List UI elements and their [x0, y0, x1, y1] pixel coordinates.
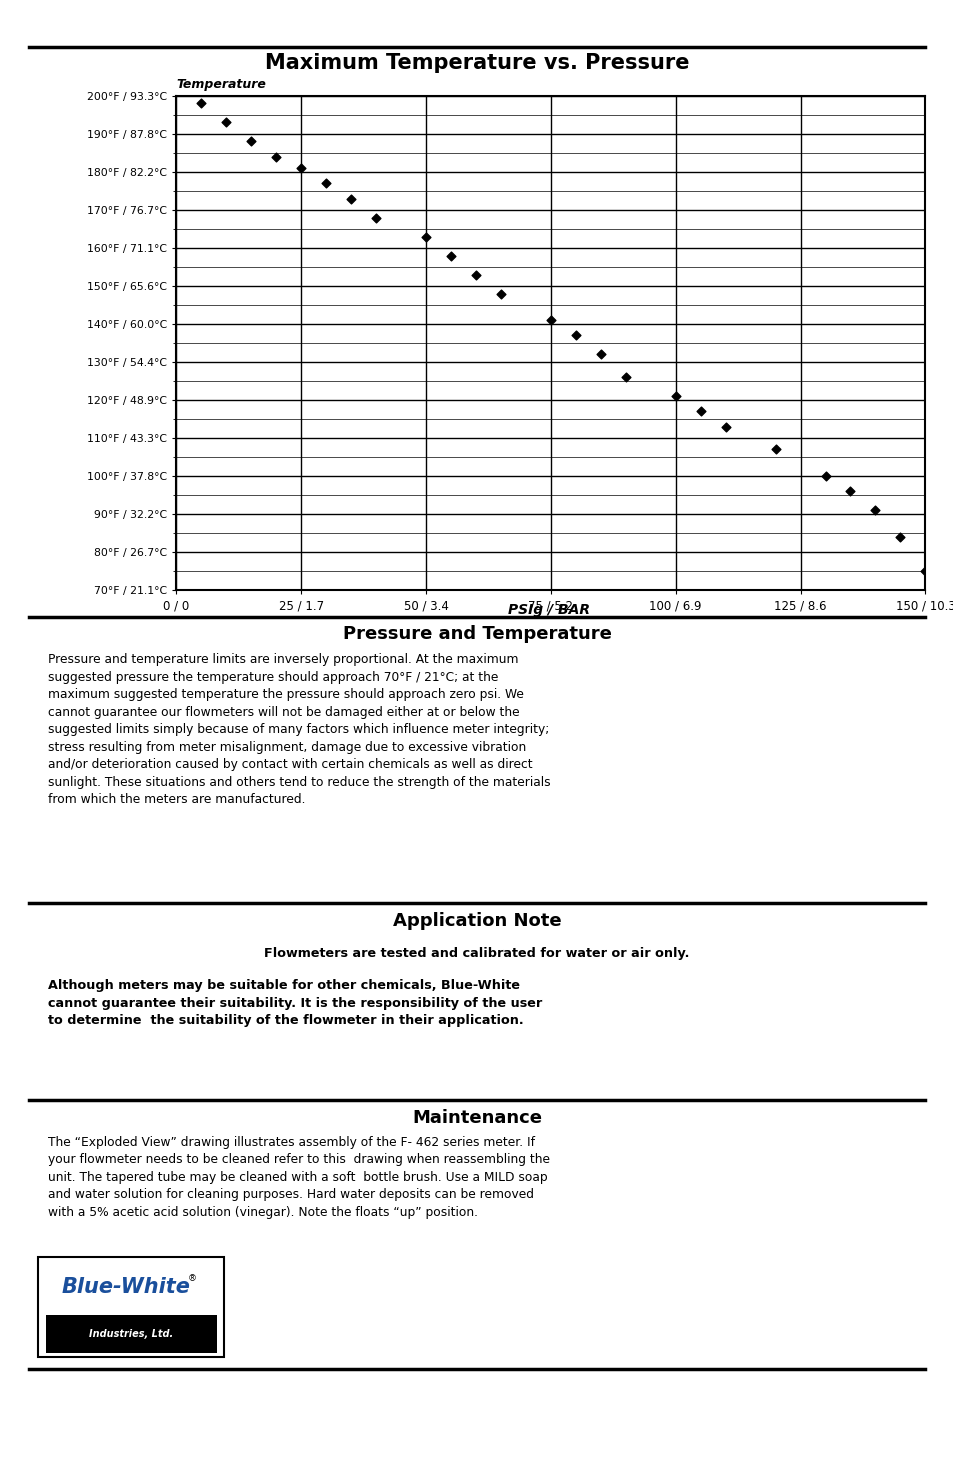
Point	[593, 342, 608, 366]
Point	[294, 156, 309, 180]
Text: Industries, Ltd.: Industries, Ltd.	[89, 1329, 173, 1339]
Point	[718, 414, 733, 438]
Point	[842, 479, 858, 503]
Point	[468, 263, 483, 286]
Point	[318, 171, 334, 195]
Point	[867, 499, 882, 522]
Point	[193, 91, 209, 115]
Bar	[46, 1314, 216, 1353]
Text: ®: ®	[188, 1274, 197, 1283]
Text: Blue-White: Blue-White	[61, 1277, 190, 1297]
Point	[218, 111, 233, 134]
Text: Although meters may be suitable for other chemicals, Blue-White
cannot guarantee: Although meters may be suitable for othe…	[48, 979, 541, 1028]
Point	[443, 243, 458, 267]
Point	[269, 145, 284, 168]
Point	[543, 308, 558, 332]
Text: Flowmeters are tested and calibrated for water or air only.: Flowmeters are tested and calibrated for…	[264, 947, 689, 960]
Point	[368, 205, 383, 229]
Point	[817, 465, 832, 488]
Text: Application Note: Application Note	[393, 912, 560, 929]
Text: The “Exploded View” drawing illustrates assembly of the F- 462 series meter. If
: The “Exploded View” drawing illustrates …	[48, 1136, 549, 1218]
Point	[892, 525, 907, 549]
Point	[418, 224, 434, 248]
Point	[243, 130, 258, 153]
Text: Maximum Temperature vs. Pressure: Maximum Temperature vs. Pressure	[265, 53, 688, 74]
Point	[917, 559, 932, 583]
Point	[692, 400, 707, 423]
Point	[568, 323, 583, 347]
Text: Temperature: Temperature	[176, 78, 266, 90]
Text: Pressure and Temperature: Pressure and Temperature	[342, 625, 611, 643]
Point	[767, 438, 782, 462]
Point	[618, 366, 633, 389]
Point	[343, 187, 358, 211]
Text: Maintenance: Maintenance	[412, 1109, 541, 1127]
Point	[493, 282, 508, 305]
Point	[667, 385, 682, 409]
Text: PSIg / BAR: PSIg / BAR	[507, 603, 589, 617]
Text: Pressure and temperature limits are inversely proportional. At the maximum
sugge: Pressure and temperature limits are inve…	[48, 653, 550, 807]
